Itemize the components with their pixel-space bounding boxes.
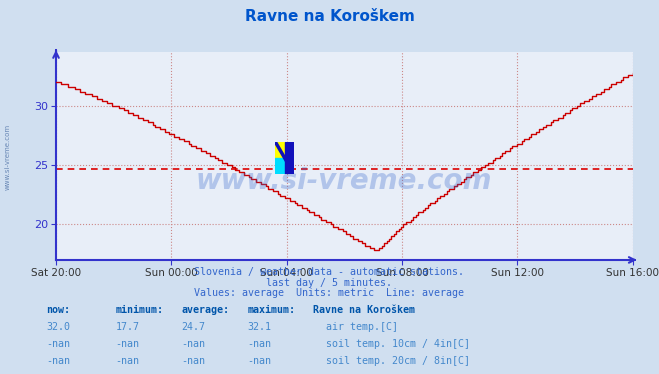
Text: -nan: -nan	[247, 339, 271, 349]
Text: Slovenia / weather data - automatic stations.: Slovenia / weather data - automatic stat…	[194, 267, 465, 278]
Text: -nan: -nan	[181, 339, 205, 349]
Text: 32.1: 32.1	[247, 322, 271, 332]
Text: www.si-vreme.com: www.si-vreme.com	[5, 124, 11, 190]
Text: air temp.[C]: air temp.[C]	[326, 322, 398, 332]
Text: -nan: -nan	[115, 339, 139, 349]
Text: 24.7: 24.7	[181, 322, 205, 332]
Bar	[275, 142, 285, 158]
Text: soil temp. 10cm / 4in[C]: soil temp. 10cm / 4in[C]	[326, 339, 471, 349]
Text: 32.0: 32.0	[46, 322, 70, 332]
Text: minimum:: minimum:	[115, 305, 163, 315]
Text: -nan: -nan	[46, 339, 70, 349]
Text: maximum:: maximum:	[247, 305, 295, 315]
Text: last day / 5 minutes.: last day / 5 minutes.	[266, 278, 393, 288]
Polygon shape	[285, 142, 294, 174]
Text: average:: average:	[181, 305, 229, 315]
Text: Values: average  Units: metric  Line: average: Values: average Units: metric Line: aver…	[194, 288, 465, 298]
Text: -nan: -nan	[46, 356, 70, 367]
Text: soil temp. 20cm / 8in[C]: soil temp. 20cm / 8in[C]	[326, 356, 471, 367]
Text: Ravne na Koroškem: Ravne na Koroškem	[313, 305, 415, 315]
Text: -nan: -nan	[181, 356, 205, 367]
Text: now:: now:	[46, 305, 70, 315]
Bar	[275, 158, 285, 174]
Text: Ravne na Koroškem: Ravne na Koroškem	[244, 9, 415, 24]
Text: www.si-vreme.com: www.si-vreme.com	[196, 167, 492, 195]
Text: 17.7: 17.7	[115, 322, 139, 332]
Text: -nan: -nan	[115, 356, 139, 367]
Text: -nan: -nan	[247, 356, 271, 367]
